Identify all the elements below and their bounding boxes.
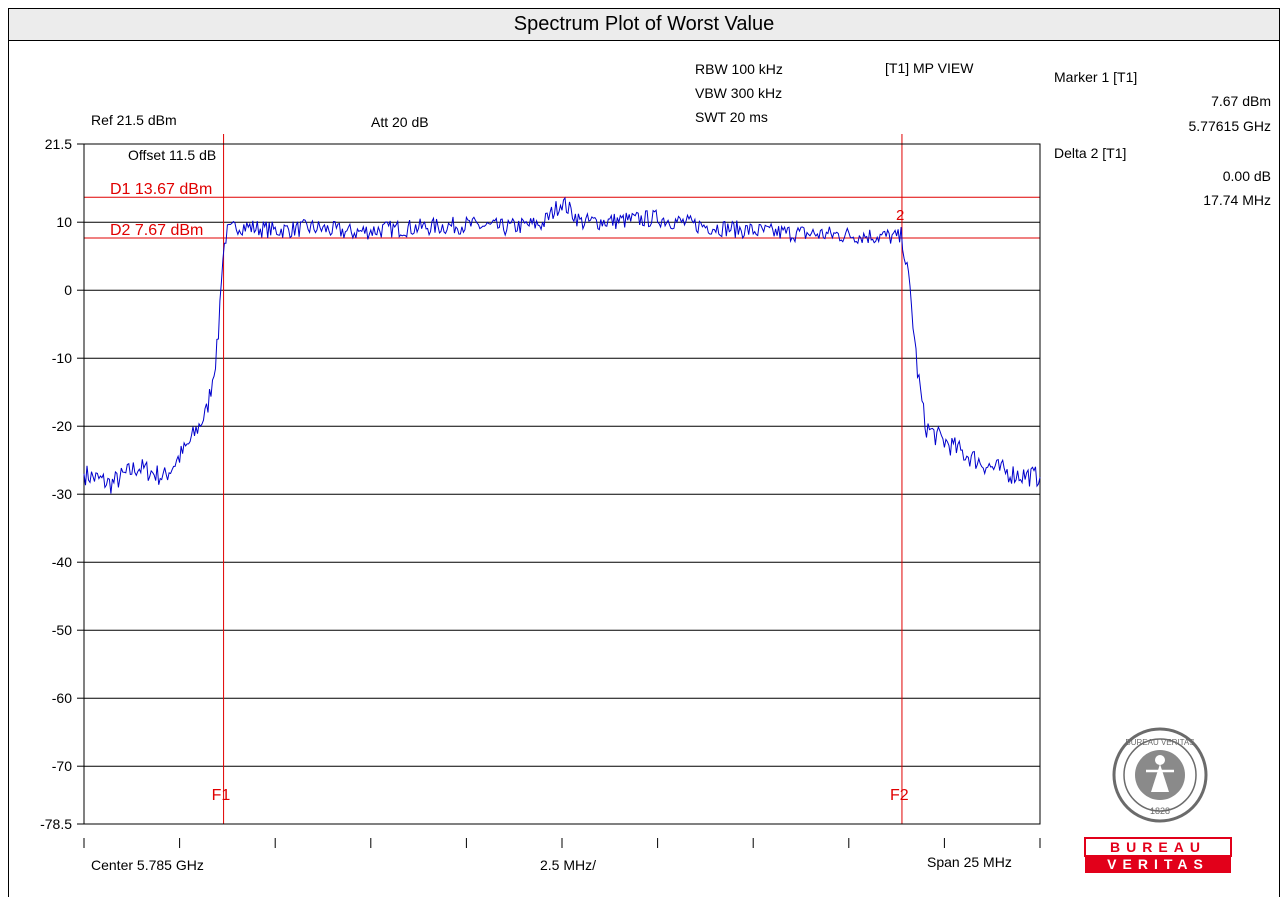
- reference-lines: D1 13.67 dBm D2 7.67 dBm F1 F2: [84, 134, 1040, 824]
- trace-view-label: [T1] MP VIEW: [885, 60, 974, 76]
- y-tick-label: -60: [52, 690, 72, 706]
- per-division-label: 2.5 MHz/: [540, 857, 596, 873]
- bureau-veritas-seal-icon: BUREAU VERITAS 1828: [1112, 727, 1208, 823]
- delta2-level: 0.00 dB: [1223, 168, 1271, 184]
- frequency-line-label: F2: [890, 787, 909, 804]
- marker-label: 2: [896, 207, 904, 224]
- logo-word-bureau: BUREAU: [1110, 839, 1206, 855]
- center-frequency-label: Center 5.785 GHz: [91, 857, 204, 873]
- spectrum-trace-line: [83, 196, 1041, 494]
- chart-title: Spectrum Plot of Worst Value: [9, 9, 1279, 41]
- y-tick-label: -10: [52, 350, 72, 366]
- ref-level-label: Ref 21.5 dBm: [91, 112, 177, 128]
- y-tick-label: 21.5: [45, 136, 72, 152]
- marker1-frequency: 5.77615 GHz: [1189, 118, 1272, 134]
- span-label: Span 25 MHz: [927, 854, 1012, 870]
- rbw-label: RBW 100 kHz: [695, 61, 783, 77]
- frequency-line-label: F1: [212, 787, 231, 804]
- spectrum-trace: 2: [83, 196, 1041, 494]
- grid: [84, 221, 1040, 767]
- bureau-veritas-logo: BUREAU VERITAS 1828 BUREAU VERITAS: [1084, 727, 1232, 873]
- y-tick-label: 0: [64, 282, 72, 298]
- display-line-label: D2 7.67 dBm: [110, 222, 203, 239]
- display-line-label: D1 13.67 dBm: [110, 181, 212, 198]
- axis-ticks: 21.5 10 0 -10 -20 -30 -40 -50 -60 -70 -78.5: [40, 136, 1041, 848]
- delta2-frequency: 17.74 MHz: [1203, 192, 1271, 208]
- y-tick-label: -50: [52, 622, 72, 638]
- seal-year: 1828: [1150, 806, 1170, 816]
- marker1-label: Marker 1 [T1]: [1054, 69, 1137, 85]
- delta2-label: Delta 2 [T1]: [1054, 145, 1126, 161]
- logo-word-veritas-box: [1085, 856, 1231, 873]
- offset-label: Offset 11.5 dB: [128, 147, 216, 163]
- y-tick-label: -70: [52, 758, 72, 774]
- y-tick-label: -78.5: [40, 816, 72, 832]
- plot-border: [83, 143, 1041, 825]
- y-tick-label: -20: [52, 418, 72, 434]
- chart-frame: Spectrum Plot of Worst Value: [8, 8, 1280, 897]
- seal-text: BUREAU VERITAS: [1125, 738, 1194, 747]
- y-tick-label: -30: [52, 486, 72, 502]
- swt-label: SWT 20 ms: [695, 109, 768, 125]
- attenuation-label: Att 20 dB: [371, 114, 429, 130]
- y-tick-label: 10: [56, 214, 72, 230]
- logo-word-veritas: VERITAS: [1107, 856, 1209, 872]
- vbw-label: VBW 300 kHz: [695, 85, 782, 101]
- marker1-level: 7.67 dBm: [1211, 93, 1271, 109]
- y-tick-label: -40: [52, 554, 72, 570]
